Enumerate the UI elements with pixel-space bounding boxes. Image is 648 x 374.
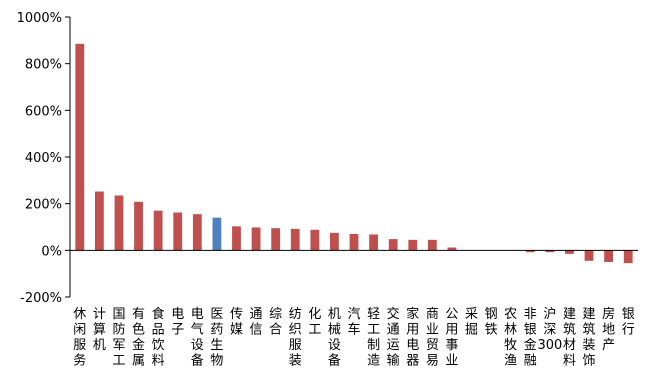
bar [75, 43, 85, 251]
category-label: 商业贸易 [426, 307, 439, 369]
category-label: 交通运输 [387, 306, 400, 369]
category-label: 纺织服装 [289, 307, 302, 369]
bar [604, 250, 614, 262]
y-tick-label: 1000% [17, 11, 62, 26]
category-label: 有色金属 [132, 307, 145, 369]
bar [173, 212, 183, 251]
y-tick-label: 600% [25, 104, 62, 119]
bar [584, 250, 594, 261]
bar [212, 217, 222, 251]
bar [447, 247, 457, 251]
category-label: 化工 [308, 307, 321, 338]
bar [192, 214, 202, 251]
category-label: 传媒 [230, 307, 243, 338]
bar [388, 239, 398, 251]
category-label: 电子 [171, 307, 184, 338]
bars [75, 43, 633, 264]
bar [427, 239, 437, 251]
bar [271, 228, 281, 251]
category-label: 国防军工 [112, 307, 125, 369]
bar [565, 250, 574, 254]
y-tick-label: 800% [25, 58, 62, 73]
category-label: 休闲服务 [73, 307, 86, 369]
category-label: 汽车 [347, 307, 360, 338]
category-label: 通信 [250, 307, 263, 338]
category-label: 采掘 [465, 307, 478, 338]
category-label: 电气设备 [191, 307, 204, 369]
category-label: 银行 [622, 307, 635, 338]
bar [134, 201, 143, 251]
bar [623, 250, 633, 264]
category-label: 钢铁 [485, 307, 498, 338]
y-tick-label: 200% [25, 198, 62, 213]
category-label: 沪深 300 [537, 306, 562, 353]
bar [114, 195, 124, 251]
category-label: 农林牧渔 [504, 307, 517, 369]
category-label: 家用电器 [406, 306, 419, 369]
bar [330, 232, 339, 251]
category-label: 综合 [269, 307, 282, 338]
category-label: 建筑材料 [563, 307, 576, 369]
category-labels: 休闲服务计算机国防军工有色金属食品饮料电子电气设备医药生物传媒通信综合纺织服装化… [73, 306, 634, 369]
y-tick-label: -200% [20, 291, 62, 306]
bar [545, 250, 555, 253]
category-label: 机械设备 [328, 307, 341, 369]
category-label: 非银金融 [524, 307, 537, 369]
category-label: 计算机 [93, 307, 106, 353]
category-label: 公用事业 [445, 307, 458, 369]
bar [349, 234, 359, 251]
category-label: 建筑装饰 [583, 307, 596, 369]
bar [310, 229, 320, 251]
bar [408, 239, 418, 251]
category-label: 食品饮料 [152, 306, 165, 369]
bar [369, 234, 378, 251]
y-tick-label: 0% [41, 244, 62, 259]
bar [232, 226, 241, 251]
bar [94, 191, 104, 251]
bar [290, 228, 300, 251]
bar [153, 210, 163, 251]
category-label: 房地产 [602, 306, 615, 353]
bar [525, 250, 535, 253]
category-label: 轻工制造 [367, 307, 380, 369]
bar [251, 227, 261, 251]
y-axis: 1000% 800% 600% 400% 200% 0% -200% [17, 11, 71, 306]
y-tick-label: 400% [25, 151, 62, 166]
category-label: 医药生物 [210, 307, 223, 369]
